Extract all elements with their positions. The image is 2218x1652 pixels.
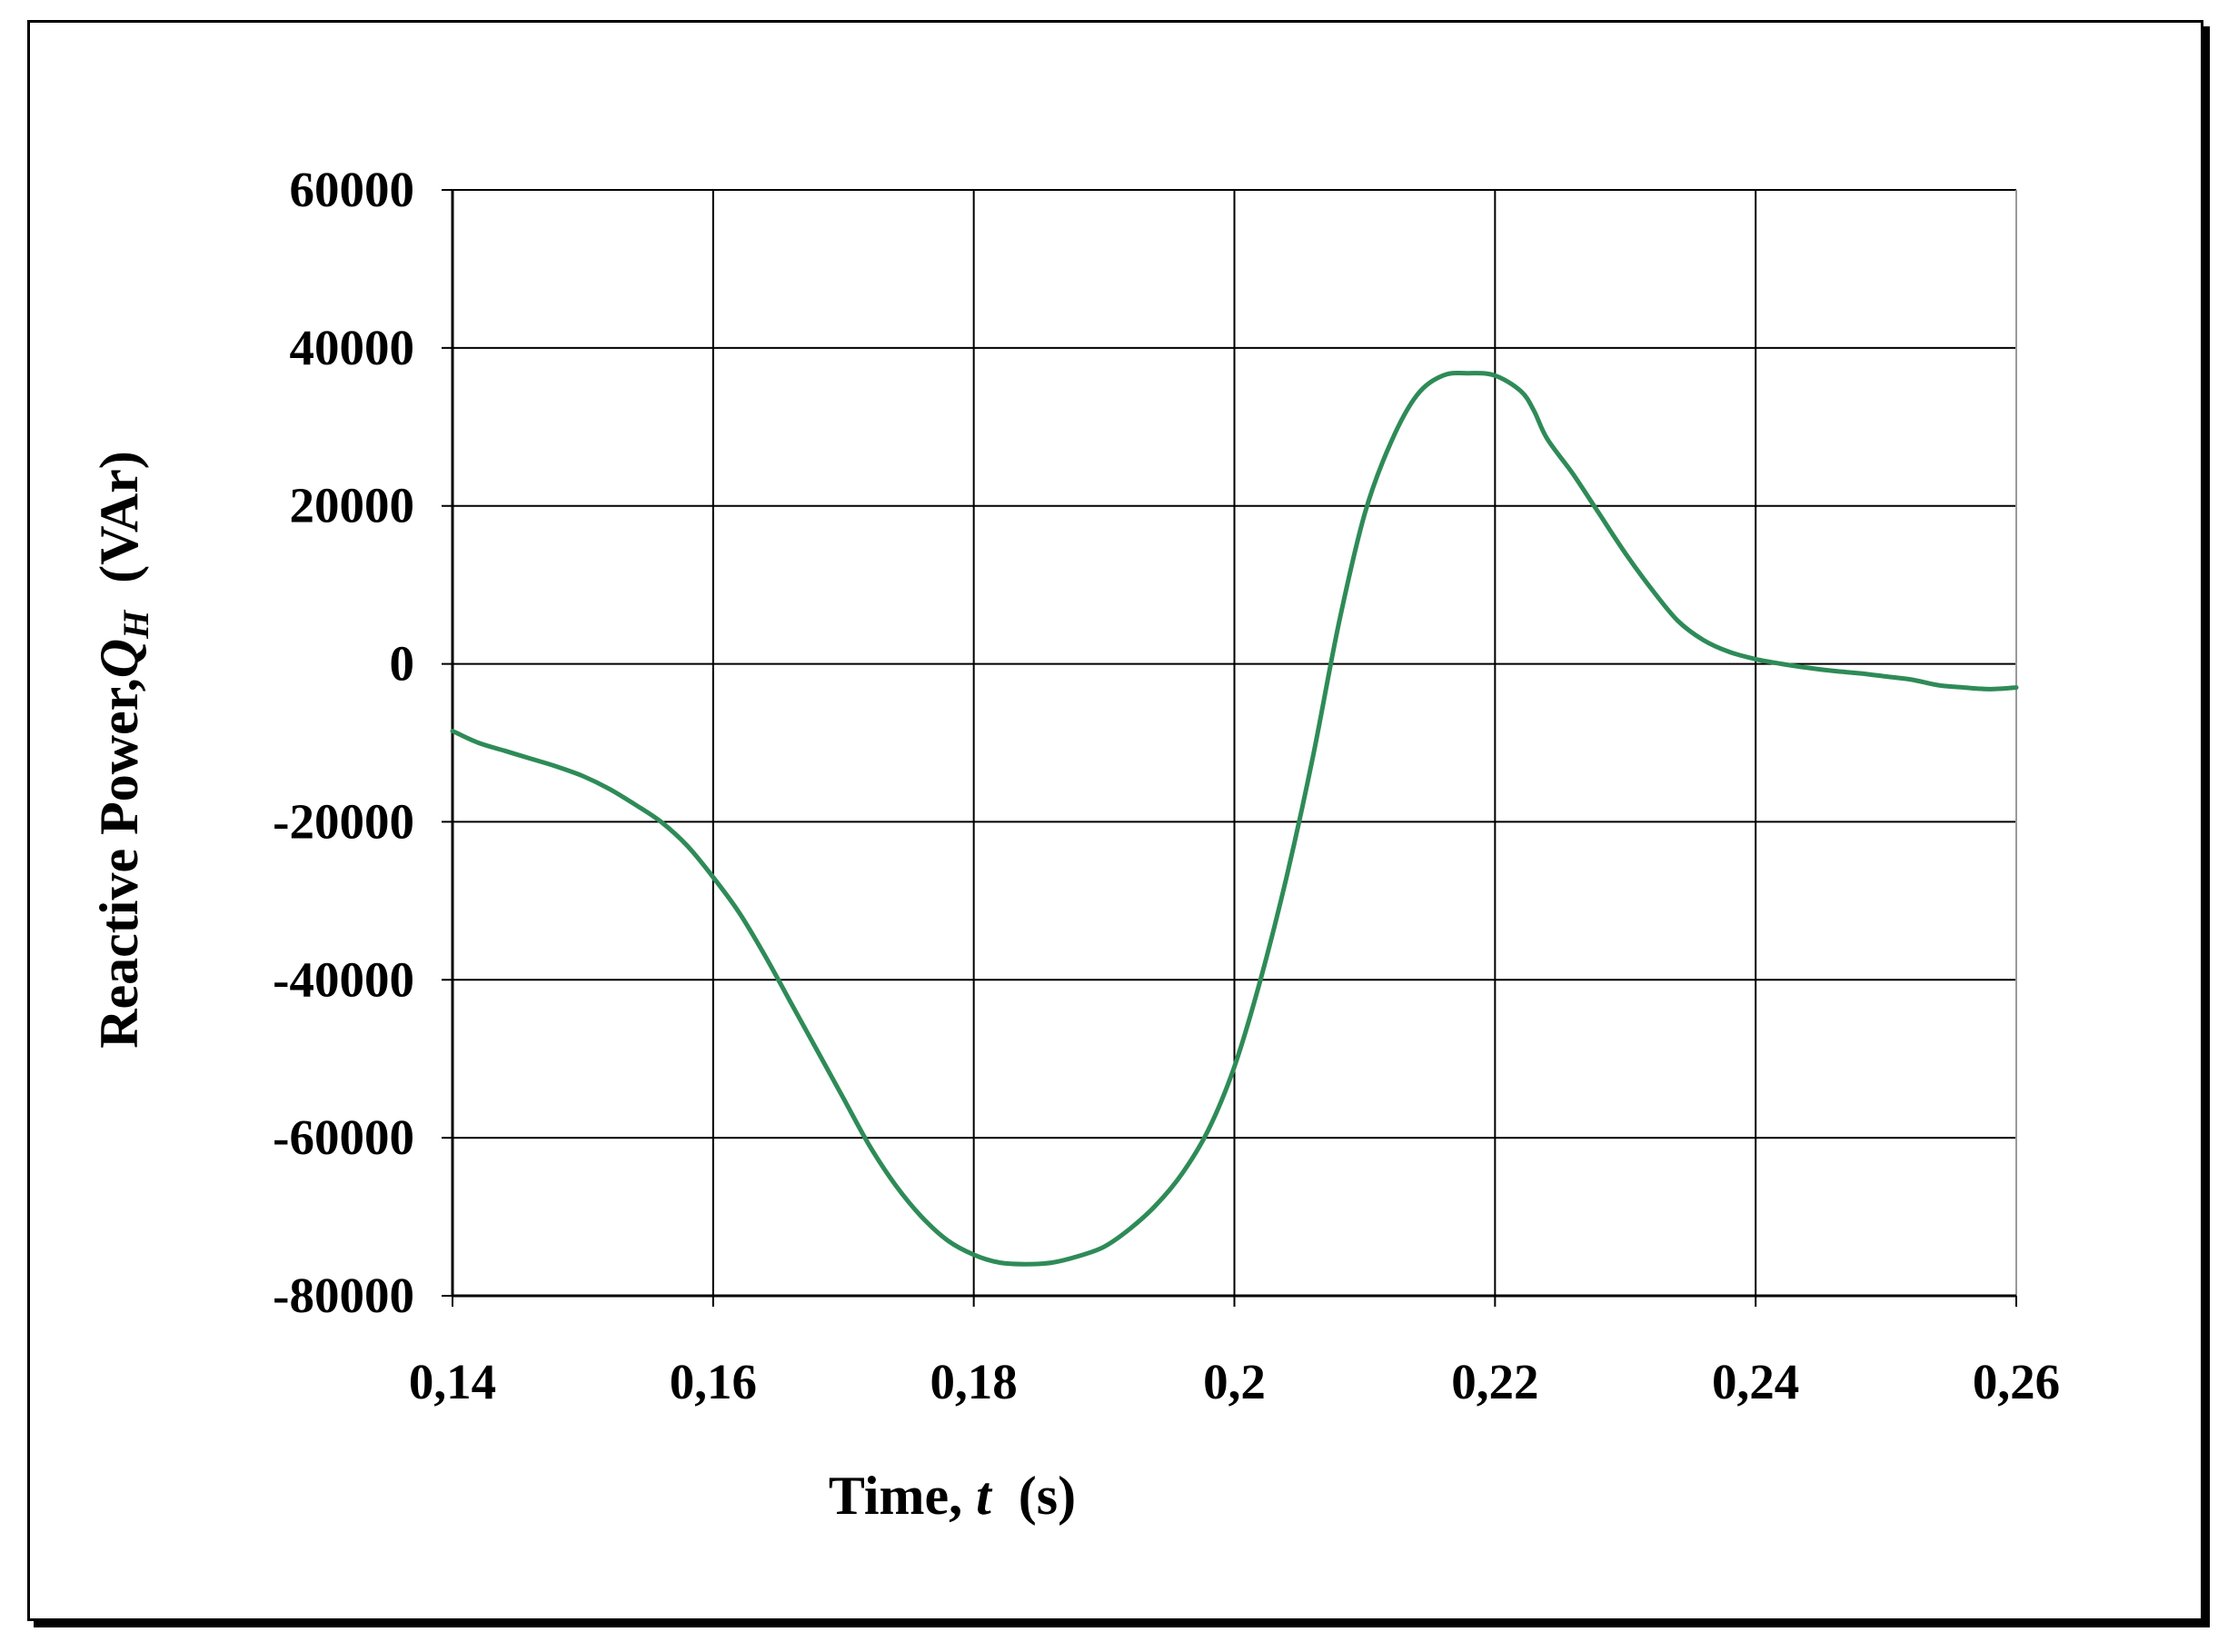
y-tick-label: -20000: [273, 793, 414, 849]
y-tick-label: 60000: [290, 162, 415, 217]
x-tick-label: 0,16: [670, 1354, 757, 1409]
x-axis-title-unit: (s): [1019, 1466, 1076, 1526]
series-line: [450, 370, 2019, 1267]
x-axis-title: Time, t (s): [829, 1466, 1076, 1526]
y-axis-title-variable: Q: [89, 639, 149, 678]
y-axis-title-prefix: Reactive Power,: [89, 678, 149, 1049]
chart-frame: 0,14 0,16 0,18 0,2 0,22 0,24 0,26 60000 40000 20…: [27, 20, 2203, 1621]
x-tick-label: 0,22: [1451, 1354, 1538, 1409]
x-tick-label: 0,26: [1973, 1354, 2060, 1409]
grid-lines: [442, 189, 2017, 1307]
y-tick-labels: 60000 40000 20000 0 -20000 -40000 -60000 -80000: [273, 162, 414, 1323]
y-tick-label: -60000: [273, 1110, 414, 1165]
y-tick-label: 0: [390, 636, 415, 692]
x-tick-label: 0,2: [1203, 1354, 1266, 1409]
x-tick-labels: 0,14 0,16 0,18 0,2 0,22 0,24 0,26: [409, 1354, 2060, 1409]
y-tick-label: -80000: [273, 1268, 414, 1323]
y-tick-label: 20000: [290, 478, 415, 533]
x-tick-label: 0,18: [930, 1354, 1018, 1409]
x-axis-title-variable: t: [976, 1466, 993, 1526]
x-tick-label: 0,24: [1712, 1354, 1799, 1409]
series-layer: [450, 370, 2019, 1267]
y-axis-title-unit: (VAr): [89, 451, 149, 583]
y-axis-title-subscript: H: [115, 609, 156, 640]
x-axis-title-prefix: Time,: [829, 1466, 976, 1526]
x-tick-label: 0,14: [409, 1354, 496, 1409]
line-chart: 0,14 0,16 0,18 0,2 0,22 0,24 0,26 60000 40000 20…: [89, 162, 2060, 1526]
y-axis-title: Reactive Power,QH (VAr): [89, 451, 156, 1049]
y-tick-label: 40000: [290, 320, 415, 375]
y-tick-label: -40000: [273, 951, 414, 1007]
